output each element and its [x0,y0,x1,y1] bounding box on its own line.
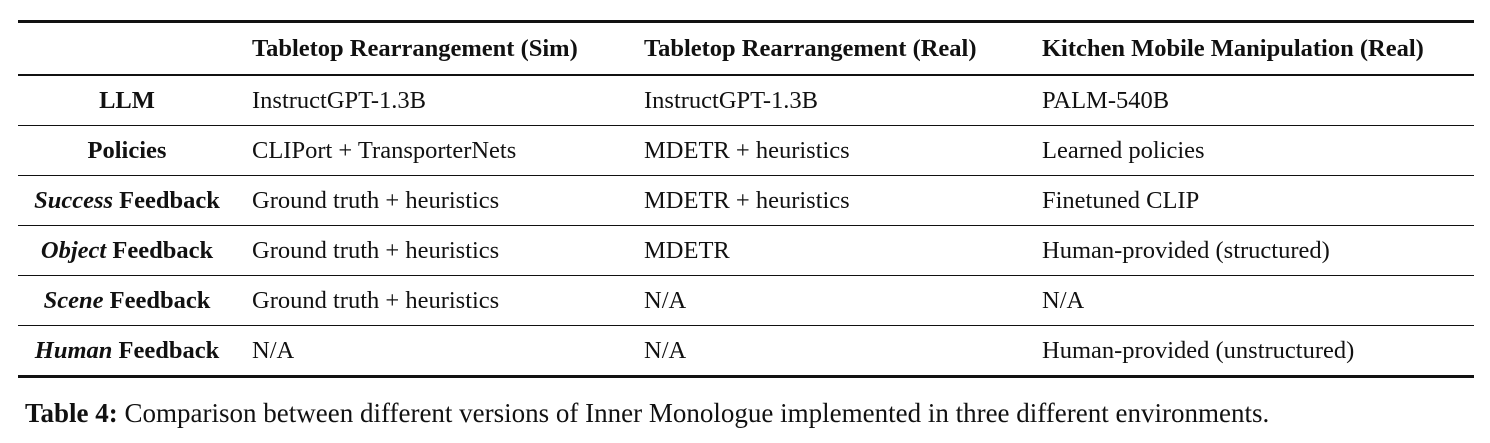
header-kitchen-real: Kitchen Mobile Manipulation (Real) [1042,34,1424,62]
header-corner [18,22,236,76]
table-cell: Ground truth + heuristics [252,236,500,264]
table-cell: N/A [644,336,687,364]
row-label-emphasis: Scene [43,286,104,314]
table-cell: InstructGPT-1.3B [252,86,427,114]
row-label-emphasis: Object [40,236,107,264]
table-cell: Finetuned CLIP [1042,186,1200,214]
table-cell: Ground truth + heuristics [252,286,500,314]
row-label-text: Policies [87,136,167,164]
row-label: LLM [18,75,236,126]
row-label-text: Feedback [113,186,220,214]
table-row: Scene Feedback Ground truth + heuristics… [18,276,1474,326]
table-cell: Learned policies [1042,136,1205,164]
table-row: Policies CLIPort + TransporterNets MDETR… [18,126,1474,176]
table-row: LLM InstructGPT-1.3B InstructGPT-1.3B PA… [18,75,1474,126]
table-cell: CLIPort + TransporterNets [252,136,517,164]
table-row: Human Feedback N/A N/A Human-provided (u… [18,326,1474,377]
table-cell: MDETR + heuristics [644,186,850,214]
comparison-table-container: Tabletop Rearrangement (Sim) Tabletop Re… [18,20,1474,378]
row-label-emphasis: Success [34,186,114,214]
table-cell: MDETR + heuristics [644,136,850,164]
caption-label: Table 4: [25,398,118,428]
table-caption: Table 4: Comparison between different ve… [25,398,1269,429]
header-tabletop-real: Tabletop Rearrangement (Real) [644,34,977,62]
row-label: Policies [18,126,236,176]
comparison-table: Tabletop Rearrangement (Sim) Tabletop Re… [18,20,1474,378]
header-row: Tabletop Rearrangement (Sim) Tabletop Re… [18,21,1474,76]
table-row: Object Feedback Ground truth + heuristic… [18,226,1474,276]
row-label: Human Feedback [18,326,236,377]
row-label: Success Feedback [18,176,236,226]
row-label: Object Feedback [18,226,236,276]
row-label-text: Feedback [112,336,220,364]
row-label: Scene Feedback [18,276,236,326]
table-row: Success Feedback Ground truth + heuristi… [18,176,1474,226]
row-label-text: Feedback [103,286,211,314]
table-cell: InstructGPT-1.3B [644,86,819,114]
table-cell: MDETR [644,236,730,264]
table-cell: Human-provided (unstructured) [1042,336,1355,364]
caption-text: Comparison between different versions of… [117,398,1270,428]
row-label-text: LLM [99,86,155,114]
table-cell: N/A [644,286,687,314]
table-cell: PALM-540B [1042,86,1170,114]
row-label-emphasis: Human [34,336,113,364]
header-tabletop-sim: Tabletop Rearrangement (Sim) [252,34,578,62]
table-cell: Human-provided (structured) [1042,236,1330,264]
row-label-text: Feedback [106,236,214,264]
table-cell: Ground truth + heuristics [252,186,500,214]
table-cell: N/A [252,336,295,364]
table-cell: N/A [1042,286,1085,314]
